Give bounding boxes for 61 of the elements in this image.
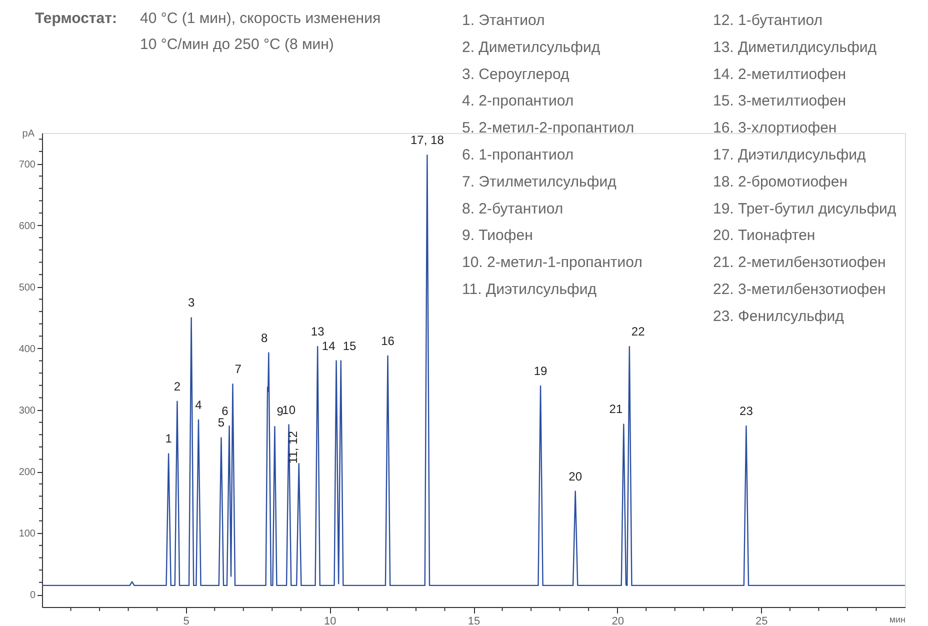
annotation: 20 <box>568 469 582 484</box>
annotation: 7. Этилметилсульфид <box>462 173 617 190</box>
annotation: 19. Трет-бутил дисульфид <box>713 200 896 218</box>
y-tick-label: 700 <box>18 159 36 170</box>
x-tick-label: 25 <box>756 616 768 626</box>
annotation: 19 <box>534 364 548 378</box>
x-tick-label: 10 <box>324 616 336 626</box>
annotation: 6 <box>222 404 229 418</box>
x-tick-label: 5 <box>183 616 190 626</box>
annotation: 6. 1-пропантиол <box>462 146 574 164</box>
annotation: 2 <box>174 379 181 394</box>
annotation: 9. Тиофен <box>462 227 533 244</box>
annotation: 13 <box>310 324 325 339</box>
annotation: 17, 18 <box>410 133 444 148</box>
y-tick-label: 600 <box>18 220 36 232</box>
annotation: 3 <box>188 296 195 310</box>
annotation: 8. 2-бутантиол <box>462 200 564 218</box>
x-axis-title: мин <box>889 614 906 624</box>
annotation: 8 <box>260 330 268 345</box>
text: 3. Сероуглерод <box>462 66 570 83</box>
annotation: 5 <box>218 416 225 430</box>
annotation: 5. 2-метил-2-пропантиол <box>462 120 634 137</box>
annotation: 17. Диэтилдисульфид <box>713 146 866 164</box>
chart-subtitle: 40 °C (1 мин), скорость изменения 10 °C/мин до 250 °C (8 мин) <box>140 10 381 53</box>
y-tick-label: 400 <box>18 344 36 355</box>
text: 1. Этантиол <box>462 12 545 29</box>
annotation: 9 <box>276 404 284 419</box>
x-tick-label: 20 <box>612 616 624 626</box>
annotation: 22. 3-метилбензотиофен <box>713 281 886 298</box>
annotation: 20. Тионафтен <box>713 227 816 244</box>
text: 12. 1-бутантиол <box>713 12 822 29</box>
y-tick-label: 100 <box>18 528 36 540</box>
annotation: 15 <box>342 338 357 353</box>
annotation: 21. 2-метилбензотиофен <box>713 254 886 272</box>
y-tick-label: 0 <box>30 590 36 602</box>
x-tick-label: 15 <box>468 616 480 626</box>
annotation: 16 <box>381 334 395 348</box>
y-tick-label: 300 <box>18 406 36 417</box>
y-axis-title: pA <box>22 128 35 140</box>
annotation: 7 <box>234 362 242 376</box>
y-tick-label: 500 <box>18 282 36 294</box>
annotation: 21 <box>609 402 623 416</box>
annotation: 10. 2-метил-1-пропантиол <box>462 254 642 272</box>
y-tick-label: 200 <box>18 467 36 478</box>
text: 2. Диметилсульфид <box>462 38 600 56</box>
annotation: 11. Диэтилсульфид <box>462 281 597 298</box>
text: 15. 3-метилтиофен <box>713 92 846 110</box>
text: 13. Диметилдисульфид <box>713 38 877 56</box>
annotation: 10 <box>282 402 296 417</box>
annotation: 23. Фенилсульфид <box>713 308 844 325</box>
annotation: 4 <box>195 398 202 412</box>
annotation: 1 <box>165 432 172 446</box>
text: 14. 2-метилтиофен <box>713 66 846 83</box>
text: 4. 2-пропантиол <box>462 92 574 110</box>
chart-title: Термостат: <box>35 10 117 27</box>
annotation: 11, 12 <box>286 430 300 464</box>
annotation: 16. 3-хлортиофен <box>713 120 837 137</box>
annotation: 14 <box>322 338 336 353</box>
annotation: 22 <box>631 324 646 339</box>
annotation: 23 <box>740 404 754 418</box>
annotation: 18. 2-бромотиофен <box>713 173 848 190</box>
